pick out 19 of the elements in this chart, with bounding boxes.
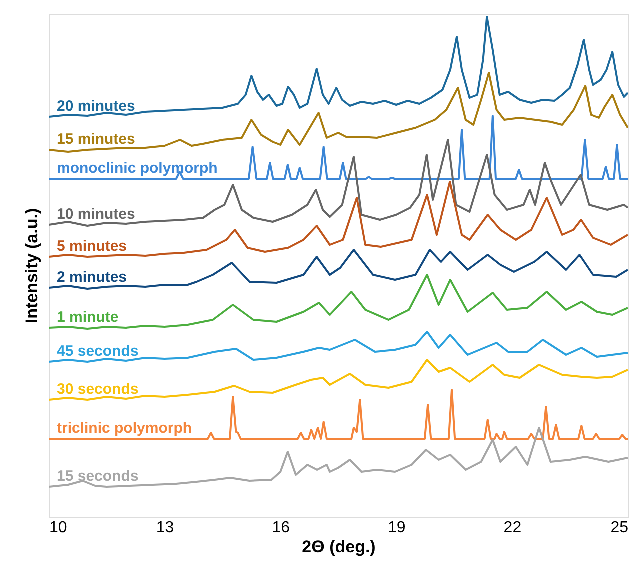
y-axis-title: Intensity (a.u.) bbox=[22, 208, 42, 324]
series-label: 30 seconds bbox=[57, 381, 139, 398]
series-label: triclinic polymorph bbox=[57, 420, 192, 437]
x-tick-label: 10 bbox=[50, 520, 68, 536]
series-label: monoclinic polymorph bbox=[57, 160, 218, 177]
x-tick-label: 19 bbox=[388, 520, 406, 536]
x-tick-label: 25 bbox=[610, 520, 629, 536]
x-tick-label: 13 bbox=[156, 520, 174, 536]
series-label: 5 minutes bbox=[57, 238, 128, 255]
series-label: 45 seconds bbox=[57, 343, 139, 360]
series-label: 20 minutes bbox=[57, 98, 136, 115]
series-label: 15 minutes bbox=[57, 131, 136, 148]
x-tick-label: 22 bbox=[504, 520, 522, 536]
series-label: 2 minutes bbox=[57, 269, 128, 286]
x-axis-title: 2Θ (deg.) bbox=[302, 538, 376, 556]
x-tick-label: 16 bbox=[272, 520, 290, 536]
series-label: 10 minutes bbox=[57, 206, 136, 223]
series-label: 15 seconds bbox=[57, 468, 139, 485]
series-label: 1 minute bbox=[57, 309, 119, 326]
